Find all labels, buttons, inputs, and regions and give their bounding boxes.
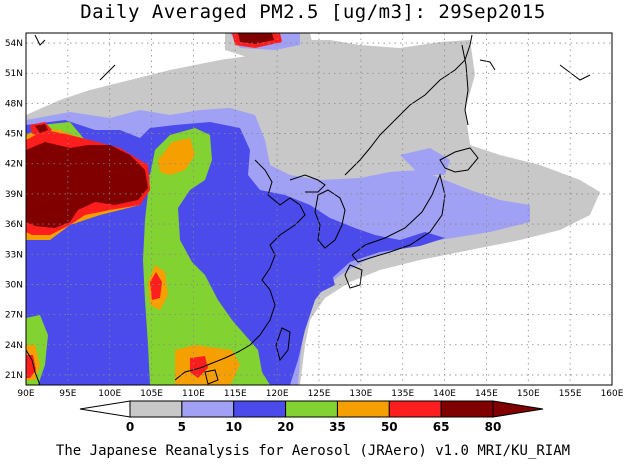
colorbar-label: 65 bbox=[433, 420, 450, 434]
lat-lon-grid bbox=[26, 33, 612, 385]
lon-tick-label: 115E bbox=[224, 389, 247, 399]
lon-tick-label: 110E bbox=[182, 389, 205, 399]
colorbar-label: 50 bbox=[381, 420, 398, 434]
lon-tick-label: 105E bbox=[140, 389, 163, 399]
map-frame bbox=[25, 32, 613, 386]
coastline-kamchatka bbox=[559, 64, 591, 81]
coastline-bohai bbox=[289, 174, 326, 193]
colorbar-segment bbox=[336, 400, 390, 418]
colorbar-label: 5 bbox=[178, 420, 186, 434]
lon-tick-label: 135E bbox=[391, 389, 414, 399]
coastline-china bbox=[174, 159, 306, 381]
field-80-plus bbox=[26, 142, 148, 228]
colorbar-segment bbox=[388, 400, 442, 418]
lon-tick-label: 95E bbox=[59, 389, 76, 399]
colorbar-segment bbox=[285, 400, 338, 418]
coastline-hainan bbox=[204, 369, 219, 385]
coastline-caspian-bit bbox=[34, 34, 46, 46]
coastline-okhotsk bbox=[479, 59, 496, 71]
lon-tick-label: 145E bbox=[475, 389, 498, 399]
colorbar-label: 35 bbox=[329, 420, 346, 434]
lon-tick-label: 90E bbox=[17, 389, 34, 399]
lon-tick-label: 160E bbox=[601, 389, 624, 399]
concentration-field bbox=[26, 33, 600, 385]
coastline-sakhalin bbox=[461, 44, 469, 126]
map-title: Daily Averaged PM2.5 [ug/m3]: 29Sep2015 bbox=[80, 1, 546, 23]
lat-tick-label: 36N bbox=[5, 220, 23, 230]
credit-line: The Japanese Reanalysis for Aerosol (JRA… bbox=[55, 443, 571, 459]
field-65-80-c bbox=[190, 356, 208, 378]
lat-tick-label: 48N bbox=[5, 99, 23, 109]
field-5-10-island bbox=[318, 45, 360, 95]
coastline-russia bbox=[344, 34, 473, 176]
coastline-honshu bbox=[351, 173, 446, 263]
lat-tick-label: 51N bbox=[5, 69, 23, 79]
colorbar-segment bbox=[233, 400, 287, 418]
lat-tick-label: 30N bbox=[5, 280, 23, 290]
colorbar-label: 20 bbox=[277, 420, 294, 434]
field-35-50 bbox=[143, 128, 270, 385]
lon-tick-label: 130E bbox=[349, 389, 372, 399]
colorbar-label: 0 bbox=[126, 420, 134, 434]
field-80-plus-north bbox=[238, 33, 274, 44]
field-20-35-sea bbox=[255, 255, 335, 300]
lat-tick-label: 39N bbox=[5, 190, 23, 200]
field-65-80-d bbox=[26, 355, 36, 378]
lon-tick-label: 100E bbox=[98, 389, 121, 399]
field-65-80-b bbox=[150, 272, 162, 300]
coastline-bangladesh bbox=[26, 349, 41, 385]
lon-tick-label: 125E bbox=[308, 389, 331, 399]
lon-tick-label: 120E bbox=[266, 389, 289, 399]
lat-tick-label: 27N bbox=[5, 311, 23, 321]
lat-tick-label: 33N bbox=[5, 250, 23, 260]
field-10-20-ne bbox=[400, 148, 450, 175]
lon-tick-label: 140E bbox=[433, 389, 456, 399]
colorbar: 0 5 10 20 35 50 65 80 bbox=[79, 400, 544, 434]
lat-tick-label: 42N bbox=[5, 160, 23, 170]
lat-tick-label: 45N bbox=[5, 130, 23, 140]
colorbar-segment bbox=[181, 400, 235, 418]
colorbar-right-arrow bbox=[492, 400, 544, 418]
lon-tick-label: 155E bbox=[559, 389, 582, 399]
colorbar-label: 10 bbox=[225, 420, 242, 434]
coastline-korea bbox=[314, 189, 346, 249]
field-50-65 bbox=[158, 138, 195, 175]
lat-tick-label: 54N bbox=[5, 39, 23, 49]
longitude-labels: 90E 95E 100E 105E 110E 115E 120E 125E 130E 135E 14… bbox=[17, 389, 623, 399]
coastline-kyushu bbox=[344, 264, 363, 289]
lon-tick-label: 150E bbox=[517, 389, 540, 399]
lat-tick-label: 24N bbox=[5, 341, 23, 351]
colorbar-left-arrow bbox=[79, 400, 131, 418]
coastline-hokkaido bbox=[439, 147, 479, 173]
field-80-plus-nw bbox=[35, 124, 48, 133]
colorbar-segment bbox=[440, 400, 494, 418]
colorbar-label: 80 bbox=[485, 420, 502, 434]
coastline-mongolia-border bbox=[99, 64, 116, 81]
colorbar-segment bbox=[129, 400, 183, 418]
lat-tick-label: 21N bbox=[5, 371, 23, 381]
latitude-labels: 21N 24N 27N 30N 33N 36N 39N 42N 45N 48N 51N 54N bbox=[5, 39, 23, 381]
